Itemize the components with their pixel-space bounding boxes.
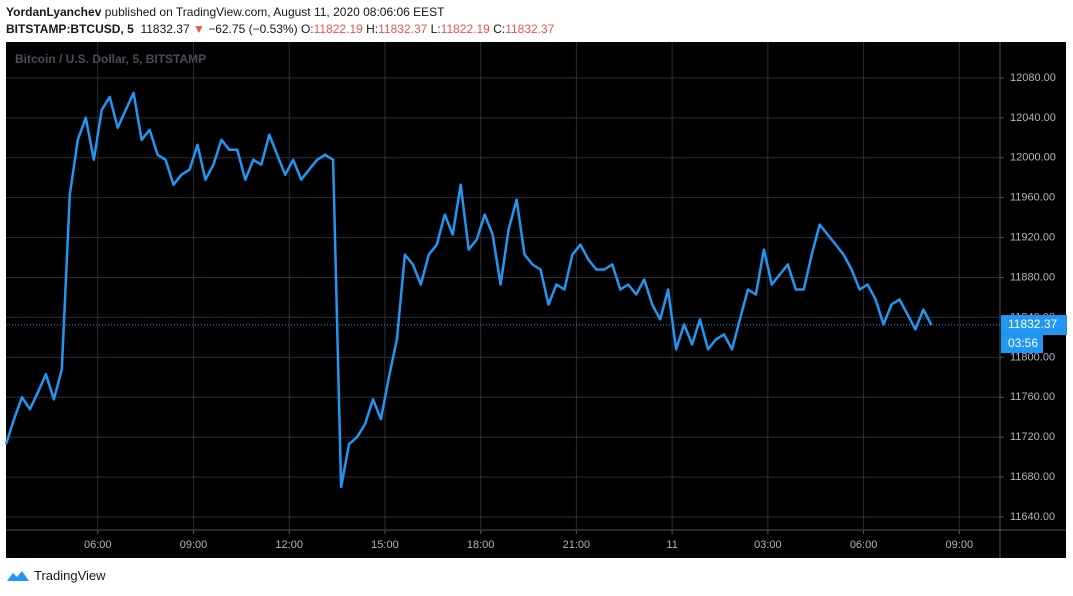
y-tick-label: 11800.00 (1010, 351, 1055, 363)
header-line: YordanLyanchev published on TradingView.… (6, 5, 445, 19)
l-label: L: (430, 22, 441, 36)
y-tick-label: 12040.00 (1010, 112, 1056, 124)
chart: Bitcoin / U.S. Dollar, 5, BITSTAMP 11640… (4, 42, 1067, 558)
x-tick-label: 06:00 (850, 539, 878, 551)
y-tick-label: 11760.00 (1010, 391, 1055, 403)
x-tick-label: 03:00 (754, 539, 782, 551)
countdown-tag (1001, 335, 1043, 354)
c-label: C: (493, 22, 506, 36)
y-tick-label: 12000.00 (1010, 152, 1056, 164)
h-label: H: (366, 22, 379, 36)
author: YordanLyanchev (6, 5, 102, 19)
x-tick-label: 15:00 (371, 539, 399, 551)
symbol: BITSTAMP:BTCUSD, 5 (6, 22, 134, 36)
footer: TradingView (6, 568, 106, 583)
y-tick-label: 11640.00 (1010, 511, 1055, 523)
y-tick-label: 11920.00 (1010, 232, 1055, 244)
chart-title: Bitcoin / U.S. Dollar, 5, BITSTAMP (15, 52, 206, 66)
chart-background (6, 42, 1066, 558)
x-tick-label: 21:00 (563, 539, 591, 551)
x-tick-label: 06:00 (84, 539, 112, 551)
brand: TradingView (34, 568, 106, 583)
x-tick-label: 12:00 (275, 539, 303, 551)
y-tick-label: 11960.00 (1010, 192, 1055, 204)
price-tag-label: 11832.37 (1008, 317, 1057, 331)
x-tick-label: 09:00 (946, 539, 974, 551)
open: 11822.19 (313, 22, 363, 36)
y-tick-label: 11880.00 (1010, 271, 1055, 283)
logo (7, 570, 29, 581)
o-label: O: (300, 22, 314, 36)
header-line: BITSTAMP:BTCUSD, 5 11832.37 ▼ −62.75 (−0… (6, 22, 554, 36)
y-tick-label: 11680.00 (1010, 471, 1055, 483)
y-tick-label: 12080.00 (1010, 72, 1056, 84)
price-line (4, 91, 933, 489)
price-tag (1001, 315, 1067, 336)
published: published on TradingView.com, August 11,… (104, 5, 445, 19)
last-price: 11832.37 (140, 22, 190, 36)
arrow: ▼ (192, 22, 205, 36)
x-tick-label: 18:00 (467, 539, 495, 551)
y-tick-label: 11720.00 (1010, 431, 1055, 443)
x-tick-label: 09:00 (180, 539, 208, 551)
countdown-label: 03:56 (1008, 336, 1038, 350)
close: 11832.37 (505, 22, 555, 36)
x-tick-label: 11 (666, 539, 677, 551)
low: 11822.19 (440, 22, 490, 36)
change: −62.75 (−0.53%) (208, 22, 298, 36)
high: 11832.37 (378, 22, 428, 36)
